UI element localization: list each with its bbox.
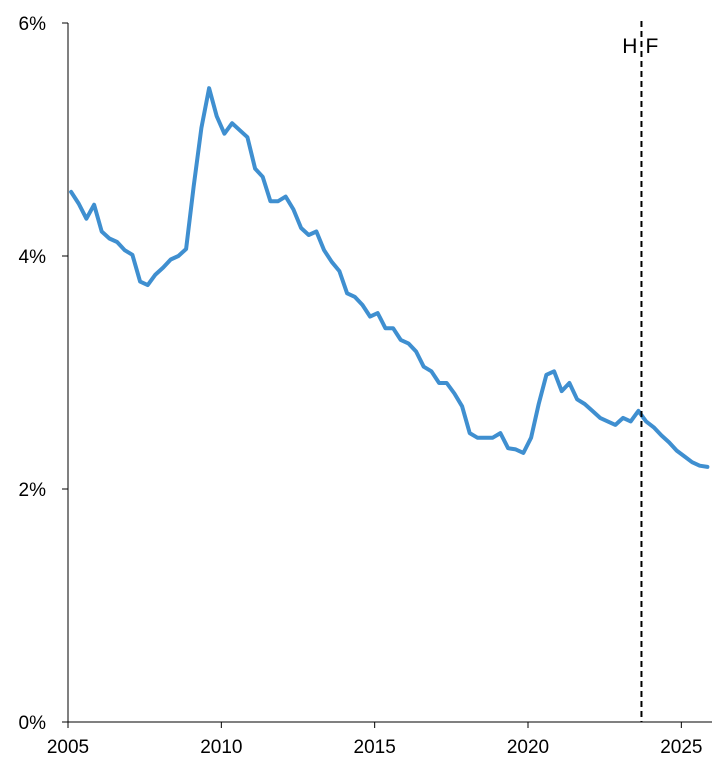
historical-label: H [622,35,637,58]
x-tick-label: 2025 [660,737,702,758]
x-tick-label: 2005 [47,737,89,758]
y-tick-label: 0% [19,713,47,734]
x-tick-label: 2015 [354,737,396,758]
y-tick-label: 2% [19,480,47,501]
series-layer [69,86,710,469]
y-tick-label: 6% [19,14,47,35]
x-tick-label: 2020 [507,737,549,758]
x-tick-label: 2010 [200,737,242,758]
y-tick-label: 4% [19,247,47,268]
x-ticks: 2005 2010 2015 2020 2025 [47,722,702,758]
y-ticks: 0% 2% 4% 6% [19,14,68,734]
axes [67,23,712,723]
series-line-0 [69,86,710,469]
forecast-label: F [645,35,658,58]
